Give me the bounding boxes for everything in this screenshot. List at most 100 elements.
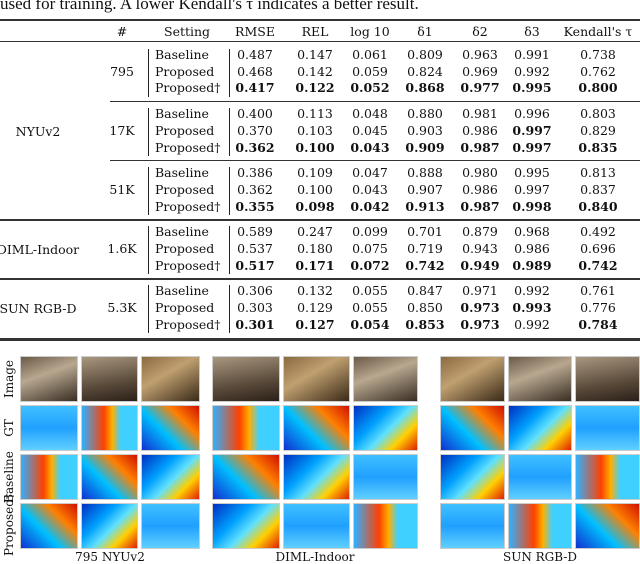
sample-count: 5.3K <box>107 300 137 316</box>
depth-map <box>141 454 200 500</box>
depth-map <box>81 405 138 451</box>
value-cell: 0.776 <box>580 300 616 316</box>
value-cell: 0.868 <box>405 80 445 96</box>
value-cell: 0.847 <box>407 283 443 299</box>
value-cell: 0.903 <box>407 122 443 138</box>
value-cell: 0.909 <box>405 139 445 155</box>
figure-group-caption: DIML-Indoor <box>275 550 355 564</box>
value-cell: 0.059 <box>352 63 388 79</box>
value-cell: 0.949 <box>460 257 500 273</box>
value-cell: 0.996 <box>514 106 550 122</box>
value-cell: 0.386 <box>237 165 273 181</box>
value-cell: 0.837 <box>580 181 616 197</box>
bottom-rule <box>0 337 640 341</box>
value-cell: 0.993 <box>512 300 552 316</box>
scene-image <box>81 356 138 402</box>
value-cell: 0.977 <box>460 80 500 96</box>
sample-count: 1.6K <box>107 241 137 256</box>
value-cell: 0.973 <box>460 300 500 316</box>
depth-map <box>508 405 572 451</box>
depth-map <box>20 405 78 451</box>
top-rule <box>0 19 640 21</box>
value-cell: 0.991 <box>514 47 550 62</box>
depth-map <box>20 503 78 549</box>
setting-divider <box>148 167 149 216</box>
value-cell: 0.043 <box>350 139 390 155</box>
scene-image <box>440 356 505 402</box>
setting-divider <box>148 108 149 157</box>
value-cell: 0.973 <box>460 316 500 332</box>
value-cell: 0.888 <box>407 165 443 181</box>
value-cell: 0.997 <box>512 122 552 138</box>
value-cell: 0.995 <box>512 80 552 96</box>
sample-count: 17K <box>109 122 135 138</box>
value-cell: 0.986 <box>462 181 498 197</box>
depth-map <box>283 405 350 451</box>
setting-cell: Proposed <box>155 122 215 138</box>
scene-image <box>575 356 640 402</box>
scene-image <box>212 356 280 402</box>
depth-map <box>212 454 280 500</box>
depth-map <box>575 454 640 500</box>
column-header: RMSE <box>235 24 275 39</box>
value-cell: 0.362 <box>237 181 273 197</box>
depth-map <box>353 454 418 500</box>
value-cell: 0.800 <box>578 80 618 96</box>
column-header: δ3 <box>524 24 540 39</box>
value-cell: 0.835 <box>578 139 618 155</box>
value-divider <box>229 108 230 157</box>
value-cell: 0.829 <box>580 122 616 138</box>
value-cell: 0.142 <box>297 63 333 79</box>
value-cell: 0.992 <box>514 283 550 299</box>
setting-cell: Proposed† <box>155 198 221 214</box>
setting-cell: Proposed <box>155 241 215 256</box>
setting-cell: Baseline <box>155 165 209 181</box>
value-cell: 0.813 <box>580 165 616 181</box>
value-cell: 0.492 <box>580 224 616 240</box>
value-divider <box>229 49 230 97</box>
value-cell: 0.054 <box>350 316 390 332</box>
value-cell: 0.098 <box>295 198 335 214</box>
value-cell: 0.992 <box>514 316 550 332</box>
value-cell: 0.370 <box>237 122 273 138</box>
value-cell: 0.986 <box>514 241 550 256</box>
value-cell: 0.132 <box>297 283 333 299</box>
value-cell: 0.742 <box>578 257 618 273</box>
depth-map <box>141 405 200 451</box>
depth-map <box>212 405 280 451</box>
value-cell: 0.052 <box>350 80 390 96</box>
value-cell: 0.998 <box>512 198 552 214</box>
setting-cell: Proposed† <box>155 80 221 96</box>
value-cell: 0.824 <box>407 63 443 79</box>
value-cell: 0.122 <box>295 80 335 96</box>
group-rule <box>0 219 640 222</box>
figure-group-caption: SUN RGB-D <box>503 550 577 564</box>
depth-map <box>440 454 505 500</box>
dataset-name: SUN RGB-D <box>0 301 77 317</box>
value-cell: 0.100 <box>297 181 333 197</box>
value-cell: 0.971 <box>462 283 498 299</box>
value-cell: 0.468 <box>237 63 273 79</box>
value-cell: 0.355 <box>235 198 275 214</box>
sample-count: 795 <box>110 63 134 79</box>
value-cell: 0.943 <box>462 241 498 256</box>
depth-map <box>508 454 572 500</box>
value-cell: 0.129 <box>297 300 333 316</box>
value-cell: 0.784 <box>578 316 618 332</box>
value-cell: 0.113 <box>297 106 333 122</box>
value-cell: 0.048 <box>352 106 388 122</box>
value-cell: 0.738 <box>580 47 616 62</box>
value-cell: 0.047 <box>352 165 388 181</box>
value-cell: 0.987 <box>460 139 500 155</box>
subgroup-rule <box>110 160 640 162</box>
value-cell: 0.969 <box>462 63 498 79</box>
depth-map <box>440 503 505 549</box>
depth-map <box>81 454 138 500</box>
value-cell: 0.992 <box>514 63 550 79</box>
value-cell: 0.719 <box>407 241 443 256</box>
value-cell: 0.853 <box>405 316 445 332</box>
value-cell: 0.803 <box>580 106 616 122</box>
scene-image <box>141 356 200 402</box>
header-rule <box>0 41 640 42</box>
value-cell: 0.879 <box>462 224 498 240</box>
